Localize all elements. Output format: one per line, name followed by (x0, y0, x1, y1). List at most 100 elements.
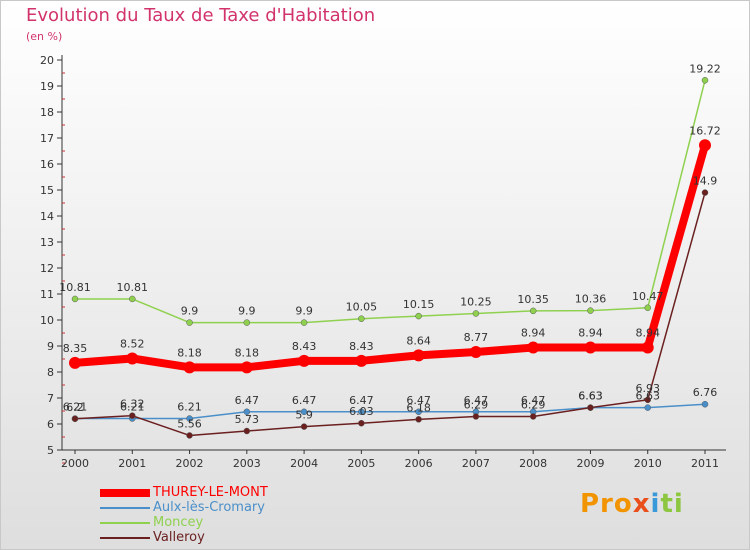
x-tick-label: 2001 (118, 457, 146, 470)
data-point (584, 341, 597, 354)
data-label: 8.94 (578, 327, 603, 340)
data-label: 6.18 (406, 401, 431, 414)
data-point (472, 310, 480, 317)
data-point (243, 427, 251, 435)
data-label: 6.32 (120, 398, 145, 411)
data-point (300, 319, 308, 326)
data-point (701, 189, 709, 196)
data-point (186, 319, 193, 326)
series-line-3 (74, 192, 706, 437)
data-point (644, 396, 651, 404)
chart-title: Evolution du Taux de Taxe d'Habitation (26, 5, 376, 26)
y-tick-label: 6 (47, 418, 54, 431)
data-label: 5.73 (235, 413, 260, 426)
y-tick-label: 11 (40, 288, 54, 301)
y-tick-label: 7 (47, 392, 54, 405)
data-label: 8.52 (120, 337, 145, 350)
x-tick-label: 2007 (462, 457, 490, 470)
data-point (358, 408, 365, 416)
data-label: 6.47 (349, 394, 374, 407)
data-label: 8.77 (464, 331, 489, 344)
legend-label: Aulx-lès-Cromary (153, 500, 265, 515)
y-tick-label: 10 (40, 314, 54, 327)
data-label: 8.18 (235, 346, 260, 359)
data-label: 10.36 (575, 293, 607, 306)
legend-item: Aulx-lès-Cromary (100, 500, 400, 515)
y-tick-label: 14 (40, 210, 54, 223)
x-tick-label: 2004 (290, 457, 318, 470)
data-label: 6.21 (63, 401, 88, 414)
data-label: 10.05 (346, 301, 378, 314)
data-point (415, 408, 422, 416)
x-tick-label: 2011 (691, 457, 719, 470)
proxiti-logo: Proxiti (580, 489, 684, 519)
data-point (129, 412, 136, 419)
data-label: 8.35 (63, 342, 88, 355)
data-label: 19.22 (689, 62, 721, 75)
data-point (126, 352, 139, 365)
legend-item: Moncey (100, 515, 400, 530)
data-point (644, 404, 651, 411)
data-point (298, 354, 311, 367)
data-point (358, 419, 365, 427)
logo-part-4: ti (660, 489, 684, 519)
data-label: 6.76 (693, 386, 718, 399)
data-point (587, 307, 594, 314)
legend-swatch (100, 507, 150, 509)
logo-part-2: x (632, 489, 651, 519)
x-tick-label: 2000 (61, 457, 89, 470)
y-tick-label: 15 (40, 184, 54, 197)
data-label: 5.56 (177, 417, 202, 430)
data-label: 8.43 (292, 340, 317, 353)
data-point (529, 307, 537, 315)
y-tick-label: 8 (47, 366, 54, 379)
data-label: 10.25 (460, 296, 492, 309)
data-point (186, 432, 193, 439)
data-point (641, 341, 654, 354)
data-label: 16.72 (689, 124, 721, 137)
data-point (469, 345, 482, 358)
data-label: 10.81 (117, 281, 149, 294)
logo-part-1: Pro (580, 489, 633, 519)
x-tick-label: 2009 (576, 457, 604, 470)
data-label: 6.63 (635, 390, 660, 403)
data-point (240, 361, 253, 374)
data-point (412, 349, 425, 362)
data-label: 10.35 (517, 293, 549, 306)
data-label: 6.03 (349, 405, 374, 418)
legend-item: THUREY-LE-MONT (100, 485, 400, 500)
data-point (69, 356, 81, 369)
series-line-1 (75, 403, 706, 420)
data-point (529, 413, 537, 420)
data-label: 6.47 (292, 394, 317, 407)
series-line-0 (74, 144, 709, 372)
data-point (358, 315, 365, 322)
data-point (355, 354, 368, 367)
x-tick-label: 2003 (233, 457, 261, 470)
data-label: 8.64 (406, 334, 431, 347)
data-label: 5.9 (295, 409, 313, 422)
y-tick-label: 20 (40, 54, 54, 67)
data-point (129, 295, 136, 303)
data-point (644, 304, 651, 312)
data-point (699, 139, 711, 152)
data-point (186, 415, 193, 422)
data-label: 6.21 (120, 401, 145, 414)
x-tick-label: 2005 (347, 457, 375, 470)
y-tick-label: 16 (40, 158, 54, 171)
x-tick-label: 2010 (634, 457, 662, 470)
data-label: 14.9 (693, 175, 718, 188)
data-point (701, 400, 709, 408)
data-point (701, 77, 709, 84)
legend: THUREY-LE-MONT Aulx-lès-Cromary Moncey Vall… (100, 485, 400, 545)
y-unit-label: (en %) (26, 30, 63, 43)
data-point (183, 361, 196, 374)
data-point (71, 415, 79, 423)
legend-swatch (100, 522, 150, 524)
data-label: 8.94 (521, 327, 546, 340)
data-point (243, 408, 251, 416)
legend-label: Moncey (153, 515, 204, 530)
data-label: 6.47 (464, 394, 489, 407)
data-label: 6.29 (464, 398, 489, 411)
x-tick-label: 2002 (176, 457, 204, 470)
